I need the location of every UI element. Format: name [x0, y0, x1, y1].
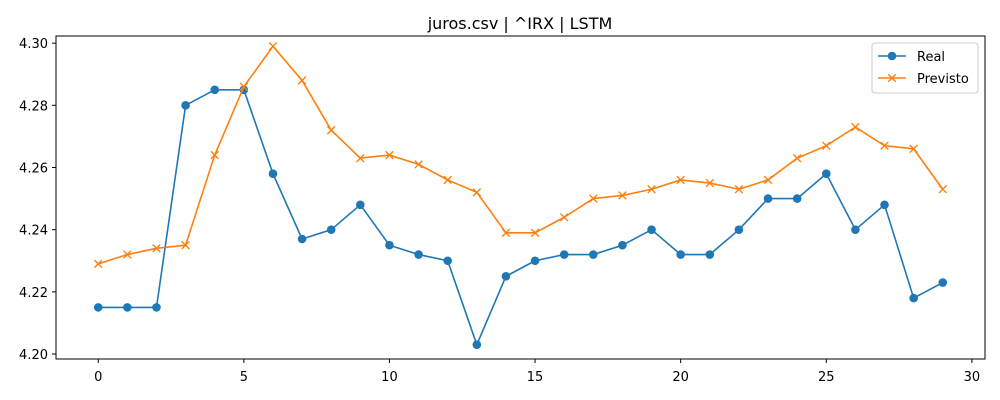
legend: Real Previsto — [871, 42, 979, 94]
data-point-previsto — [559, 212, 569, 222]
data-point-previsto — [792, 153, 802, 163]
data-point-real — [821, 169, 831, 179]
data-point-previsto — [647, 184, 656, 194]
axes: 0 5 10 15 20 25 30 4.20 4.22 4.24 4.26 4.28 4.30 — [19, 37, 980, 385]
x-tick-label: 30 — [964, 370, 981, 385]
data-point-previsto — [676, 175, 685, 185]
series-layer — [93, 41, 948, 349]
y-tick-label: 4.20 — [19, 348, 48, 363]
data-point-real — [385, 240, 394, 250]
data-point-real — [501, 272, 511, 281]
data-point-real — [880, 200, 889, 210]
series-previsto — [93, 41, 948, 269]
x-tick-label: 15 — [527, 370, 544, 385]
data-point-real — [326, 225, 336, 234]
chart-title: juros.csv | ^IRX | LSTM — [427, 14, 613, 33]
data-point-real — [123, 303, 132, 312]
data-point-previsto — [763, 175, 773, 185]
data-point-previsto — [326, 125, 336, 135]
legend-marker-previsto — [887, 73, 897, 83]
data-point-real — [297, 234, 307, 244]
data-point-previsto — [93, 259, 103, 269]
data-point-real — [647, 225, 656, 234]
series-line-previsto — [97, 45, 944, 265]
x-tick-label: 0 — [94, 370, 102, 385]
data-point-real — [356, 200, 365, 210]
data-point-real — [763, 194, 773, 203]
data-point-previsto — [589, 194, 598, 203]
legend-marker-real — [887, 51, 897, 61]
data-point-previsto — [705, 178, 715, 188]
y-tick-label: 4.24 — [19, 224, 48, 239]
legend-label-previsto: Previsto — [917, 72, 969, 87]
data-point-previsto — [851, 122, 860, 132]
data-point-real — [705, 250, 715, 259]
data-point-previsto — [938, 184, 948, 194]
data-point-previsto — [880, 141, 889, 151]
data-point-previsto — [472, 188, 482, 197]
data-point-real — [414, 250, 423, 259]
data-point-previsto — [909, 144, 918, 154]
data-point-previsto — [210, 150, 220, 160]
data-point-previsto — [414, 160, 423, 169]
data-point-real — [734, 225, 744, 234]
data-point-previsto — [181, 240, 190, 250]
data-point-real — [152, 303, 161, 312]
y-tick-label: 4.30 — [19, 37, 48, 52]
data-point-previsto — [618, 191, 627, 200]
data-point-previsto — [443, 175, 452, 185]
data-point-real — [93, 303, 103, 312]
data-point-previsto — [268, 41, 278, 51]
y-tick-label: 4.22 — [19, 286, 48, 301]
data-point-previsto — [297, 76, 307, 85]
x-tick-label: 5 — [240, 370, 248, 385]
data-point-previsto — [239, 82, 249, 91]
data-point-previsto — [734, 184, 744, 194]
data-point-real — [676, 250, 685, 259]
data-point-real — [589, 250, 598, 259]
data-point-previsto — [123, 250, 132, 259]
data-point-real — [181, 101, 190, 110]
x-tick-label: 20 — [672, 370, 689, 385]
data-point-previsto — [152, 244, 161, 253]
data-point-real — [938, 278, 948, 287]
data-point-previsto — [501, 228, 511, 238]
data-point-real — [618, 240, 627, 250]
data-point-real — [210, 85, 220, 95]
series-line-real — [98, 88, 944, 346]
data-point-real — [472, 340, 482, 349]
data-point-previsto — [356, 153, 365, 163]
data-point-previsto — [385, 150, 394, 160]
plot-area — [55, 35, 986, 360]
legend-label-real: Real — [917, 50, 945, 65]
data-point-real — [559, 250, 569, 259]
data-point-real — [909, 293, 918, 303]
data-point-real — [792, 194, 802, 203]
data-point-previsto — [530, 228, 540, 238]
y-tick-label: 4.28 — [19, 99, 48, 114]
data-point-real — [851, 225, 860, 234]
y-tick-label: 4.26 — [19, 162, 48, 177]
data-point-previsto — [821, 141, 831, 151]
data-point-real — [268, 169, 278, 179]
data-point-real — [530, 256, 540, 266]
series-real — [93, 85, 948, 349]
data-point-real — [443, 256, 452, 266]
x-tick-label: 10 — [381, 370, 398, 385]
x-tick-label: 25 — [818, 370, 835, 385]
